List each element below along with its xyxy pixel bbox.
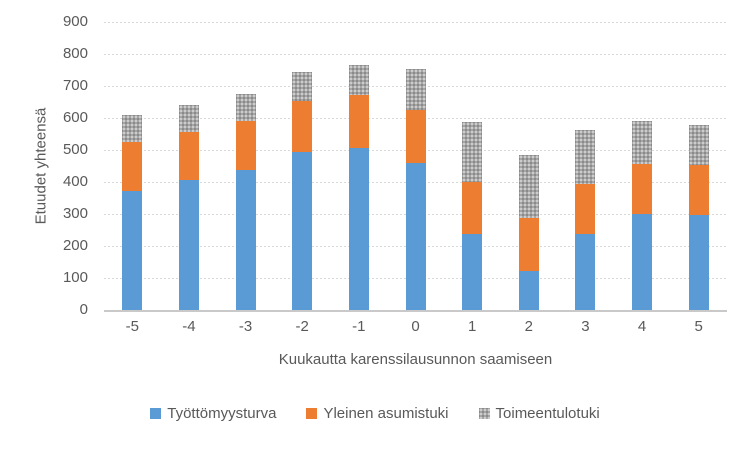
x-axis-title: Kuukautta karenssilausunnon saamiseen [278,351,553,368]
x-tick-label: -1 [352,318,366,335]
x-tick-label: -2 [295,318,309,335]
bar-segment-toimeentulotuki [632,121,653,165]
bar-segment-työttömyysturva [575,234,596,310]
x-tick-label: 2 [524,318,533,335]
bar-4 [632,22,653,310]
bar-segment-toimeentulotuki [178,105,199,133]
bar-segment-toimeentulotuki [122,114,143,142]
bar-segment-toimeentulotuki [575,130,596,184]
plot-area [104,22,727,312]
bar-segment-työttömyysturva [518,270,539,310]
bar-segment-työttömyysturva [462,233,483,310]
bar-segment-yleinen-asumistuki [122,142,143,191]
bar-segment-työttömyysturva [178,180,199,310]
bar-0 [405,22,426,310]
legend-item: Yleinen asumistuki [306,405,449,422]
bar--5 [122,22,143,310]
bar-segment-yleinen-asumistuki [405,110,426,164]
bar-segment-yleinen-asumistuki [518,217,539,271]
y-tick-label: 200 [62,237,88,254]
gridline [104,54,727,55]
bar-segment-työttömyysturva [348,147,369,310]
bar-segment-työttömyysturva [235,169,256,310]
bar--2 [292,22,313,310]
bar-segment-yleinen-asumistuki [235,121,256,170]
bar-segment-toimeentulotuki [405,69,426,110]
y-tick-label: 500 [62,141,88,158]
bar-segment-toimeentulotuki [688,125,709,166]
y-tick-label: 300 [62,205,88,222]
bar-segment-toimeentulotuki [518,154,539,218]
bar--3 [235,22,256,310]
bar-segment-yleinen-asumistuki [348,94,369,148]
y-tick-label: 400 [62,173,88,190]
legend-swatch-icon [150,408,162,419]
bar-segment-yleinen-asumistuki [632,164,653,214]
bar-segment-yleinen-asumistuki [462,182,483,234]
bar-segment-työttömyysturva [122,190,143,310]
bar-5 [688,22,709,310]
x-tick-label: 5 [694,318,703,335]
y-tick-label: 600 [62,109,88,126]
y-tick-label: 100 [62,269,88,286]
legend-label: Yleinen asumistuki [323,405,449,422]
bar-2 [518,22,539,310]
x-axis-line [104,310,727,312]
legend: Työttömyysturva Yleinen asumistuki Toimeen… [0,405,750,422]
x-tick-label: -3 [238,318,253,335]
bar-segment-toimeentulotuki [348,65,369,95]
bar-segment-työttömyysturva [292,152,313,310]
x-tick-label: -4 [182,318,196,335]
bar-segment-toimeentulotuki [292,71,313,101]
y-tick-label: 800 [62,45,88,62]
legend-swatch-icon [306,408,318,419]
x-tick-label: 4 [637,318,647,335]
bar-segment-työttömyysturva [405,163,426,310]
bar-segment-työttömyysturva [688,214,709,310]
gridline [104,22,727,23]
legend-item: Toimeentulotuki [478,405,600,422]
bar--4 [178,22,199,310]
legend-item: Työttömyysturva [150,405,276,422]
bar-segment-toimeentulotuki [235,94,256,122]
x-tick-label: 3 [581,318,590,335]
bar-1 [462,22,483,310]
bar-segment-toimeentulotuki [462,121,483,182]
y-tick-label: 0 [79,301,88,318]
bar-segment-yleinen-asumistuki [178,132,199,181]
legend-swatch-icon [478,408,490,419]
bar-segment-yleinen-asumistuki [292,100,313,153]
y-tick-label: 700 [62,77,88,94]
bar-segment-yleinen-asumistuki [575,183,596,235]
bar-3 [575,22,596,310]
bar-segment-työttömyysturva [632,213,653,310]
x-tick-label: 0 [411,318,420,335]
legend-label: Työttömyysturva [167,405,277,422]
y-tick-label: 900 [62,13,88,30]
bar-segment-yleinen-asumistuki [688,165,709,215]
legend-label: Toimeentulotuki [495,405,600,422]
x-tick-label: -5 [125,318,139,335]
x-tick-label: 1 [467,318,477,335]
bar--1 [348,22,369,310]
